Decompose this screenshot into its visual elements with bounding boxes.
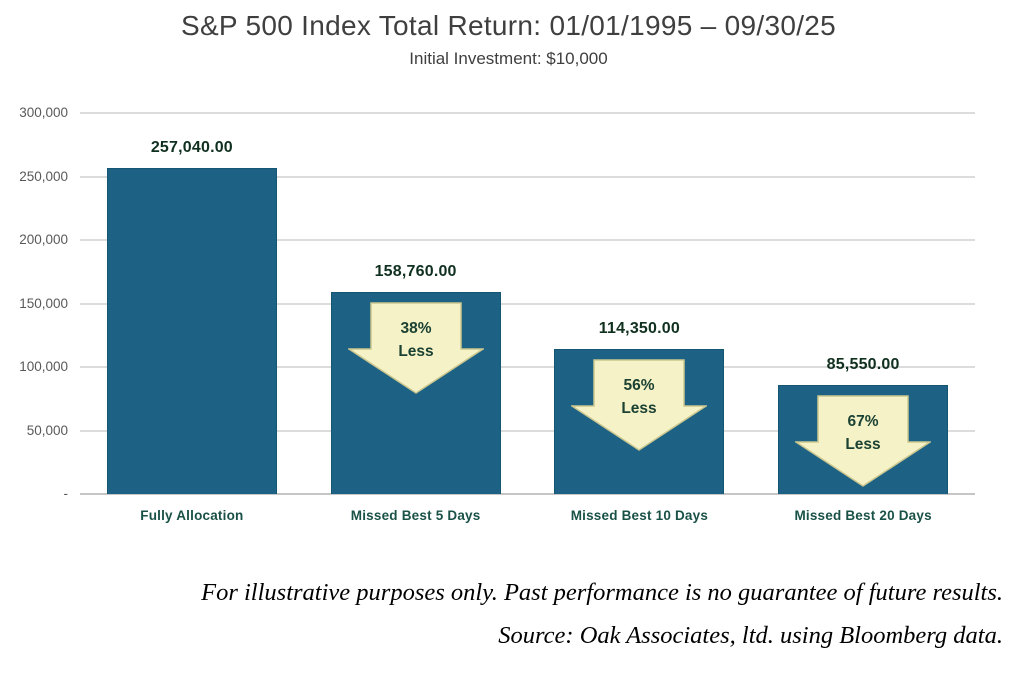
bar [106,167,277,494]
source-text: Source: Oak Associates, ltd. using Bloom… [498,622,1003,649]
x-axis-category-label: Missed Best 10 Days [570,508,709,523]
decrease-arrow-icon: 56% Less [571,359,708,451]
gridline [80,239,975,241]
gridline [80,175,975,178]
bar: 38% Less [330,292,501,494]
bar: 67% Less [778,385,949,494]
decrease-arrow-icon: 67% Less [795,395,932,488]
chart-footnotes: For illustrative purposes only. Past per… [0,579,1017,650]
bar-value-label: 85,550.00 [826,356,900,374]
arrow-percent-label: 56% [624,377,655,394]
y-axis-label: 300,000 [19,105,68,120]
bar-value-label: 114,350.00 [598,319,680,337]
plot-area: 257,040.00 38% Less 158,760.00 56% Less 114,35… [80,112,975,495]
arrow-percent-label: 38% [400,320,431,337]
y-axis-label: - [63,486,69,501]
gridline [80,366,975,368]
chart-page: S&P 500 Index Total Return: 01/01/1995 –… [0,10,1017,687]
x-axis-category-label: Fully Allocation [140,508,244,523]
bar: 56% Less [554,348,725,494]
disclaimer-text: For illustrative purposes only. Past per… [201,579,1003,606]
gridline [80,493,975,495]
arrow-less-label: Less [398,343,433,360]
decrease-arrow-icon: 38% Less [347,302,484,395]
arrow-less-label: Less [622,400,657,417]
bar-value-label: 257,040.00 [150,138,233,156]
x-axis-category-label: Missed Best 20 Days [794,508,932,523]
chart-subtitle: Initial Investment: $10,000 [409,49,608,68]
arrow-percent-label: 67% [848,413,879,430]
x-axis-category-label: Missed Best 5 Days [350,508,481,523]
gridline [80,302,975,305]
y-axis-label: 250,000 [19,168,68,184]
y-axis-label: 150,000 [19,295,68,311]
bar-chart: 257,040.00 38% Less 158,760.00 56% Less 114,35… [0,97,1017,539]
chart-title: S&P 500 Index Total Return: 01/01/1995 –… [180,10,837,41]
gridline [80,112,975,114]
gridline [80,429,975,432]
bar-value-label: 158,760.00 [374,263,457,281]
y-axis-label: 50,000 [26,422,68,438]
y-axis-label: 100,000 [19,359,68,374]
y-axis-label: 200,000 [19,232,68,247]
arrow-less-label: Less [845,436,880,453]
